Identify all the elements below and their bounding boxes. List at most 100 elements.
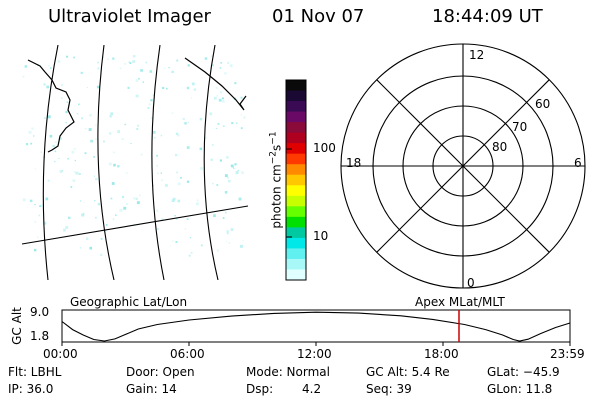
emission-speckle xyxy=(49,134,53,138)
observation-date: 01 Nov 07 xyxy=(272,6,365,27)
emission-speckle xyxy=(236,122,238,124)
emission-speckle xyxy=(74,159,76,162)
emission-speckle xyxy=(180,176,182,179)
emission-speckle xyxy=(186,180,190,183)
emission-speckle xyxy=(212,64,214,67)
colorbar-cell xyxy=(286,206,306,218)
emission-speckle xyxy=(34,203,36,206)
lat-label-70: 70 xyxy=(512,120,528,134)
dsp-label: Dsp: xyxy=(246,382,274,396)
emission-speckle xyxy=(238,197,242,201)
orbit-xtick-1200: 12:00 xyxy=(297,347,332,361)
instrument-title: Ultraviolet Imager xyxy=(48,6,211,27)
emission-speckle xyxy=(200,244,203,247)
emission-speckle xyxy=(237,169,239,172)
emission-speckle xyxy=(159,249,161,251)
mlt-label-6: 6 xyxy=(574,156,582,170)
emission-speckle xyxy=(31,127,34,130)
emission-speckle xyxy=(187,121,189,123)
emission-speckle xyxy=(215,86,218,89)
emission-speckle xyxy=(119,67,122,70)
orbit-ymin-label: 1.8 xyxy=(30,329,50,343)
colorbar-tick-100: 100 xyxy=(313,141,336,155)
orbit-xtick-2359: 23:59 xyxy=(550,347,585,361)
emission-speckle xyxy=(216,95,218,97)
emission-speckle xyxy=(204,57,208,60)
colorbar-cell xyxy=(286,164,306,176)
emission-speckle xyxy=(40,151,42,153)
emission-speckle xyxy=(172,197,176,201)
emission-speckle xyxy=(161,179,163,182)
emission-speckle xyxy=(76,112,79,115)
geographic-map-panel xyxy=(21,45,249,280)
emission-speckle xyxy=(235,171,239,175)
emission-speckle xyxy=(136,128,139,130)
emission-speckle xyxy=(228,179,231,183)
uv-emission-speckles xyxy=(22,55,246,257)
emission-speckle xyxy=(47,179,50,182)
emission-speckle xyxy=(117,130,120,133)
emission-speckle xyxy=(156,165,158,167)
coastline-ne xyxy=(184,57,247,111)
emission-speckle xyxy=(54,150,57,153)
emission-speckle xyxy=(217,249,219,252)
emission-speckle xyxy=(75,171,79,175)
emission-speckle xyxy=(139,194,141,196)
emission-speckle xyxy=(186,86,190,90)
colorbar-cell xyxy=(286,90,306,102)
emission-speckle xyxy=(219,67,222,69)
emission-speckle xyxy=(43,221,47,225)
emission-speckle xyxy=(199,147,203,151)
emission-speckle xyxy=(184,122,187,125)
colorbar-cell xyxy=(286,132,306,144)
emission-speckle xyxy=(229,64,233,68)
emission-speckle xyxy=(240,127,243,130)
emission-speckle xyxy=(37,236,39,238)
emission-speckle xyxy=(65,226,69,229)
emission-speckle xyxy=(22,75,25,78)
emission-speckle xyxy=(112,218,115,220)
emission-speckle xyxy=(52,144,55,148)
emission-speckle xyxy=(94,200,96,202)
colorbar-cell xyxy=(286,269,306,281)
emission-speckle xyxy=(171,112,174,114)
lat-label-60: 60 xyxy=(535,97,551,111)
emission-speckle xyxy=(47,115,51,119)
emission-speckle xyxy=(191,97,193,99)
emission-speckle xyxy=(195,202,199,206)
emission-speckle xyxy=(34,248,37,252)
emission-speckle xyxy=(30,142,33,145)
emission-speckle xyxy=(43,83,46,86)
emission-speckle xyxy=(129,62,132,64)
colorbar-cell xyxy=(286,237,306,250)
emission-speckle xyxy=(55,141,57,143)
parallel-line xyxy=(21,205,249,245)
emission-speckle xyxy=(241,171,244,174)
emission-speckle xyxy=(157,228,159,230)
emission-speckle xyxy=(152,94,154,96)
colorbar-tick-10: 10 xyxy=(313,229,329,243)
emission-speckle xyxy=(153,131,156,134)
emission-speckle xyxy=(109,132,112,135)
emission-speckle xyxy=(165,87,168,90)
emission-speckle xyxy=(121,138,124,140)
emission-speckle xyxy=(46,85,49,89)
observation-time: 18:44:09 UT xyxy=(432,6,543,27)
orbit-xtick-0000: 00:00 xyxy=(43,347,78,361)
emission-speckle xyxy=(210,158,213,161)
colorbar-cell xyxy=(286,248,306,260)
emission-speckle xyxy=(24,65,28,68)
emission-speckle xyxy=(97,203,101,206)
emission-speckle xyxy=(135,79,139,82)
emission-speckle xyxy=(174,215,176,217)
emission-speckle xyxy=(73,148,76,150)
orbit-ylabel: GC Alt xyxy=(10,307,24,345)
emission-speckle xyxy=(72,179,76,182)
colorbar-cell xyxy=(286,195,306,207)
emission-speckle xyxy=(89,246,93,250)
emission-speckle xyxy=(226,232,229,235)
emission-speckle xyxy=(84,152,87,155)
apex-panel-label: Apex MLat/MLT xyxy=(415,295,505,309)
emission-speckle xyxy=(123,206,127,210)
emission-speckle xyxy=(81,117,83,120)
